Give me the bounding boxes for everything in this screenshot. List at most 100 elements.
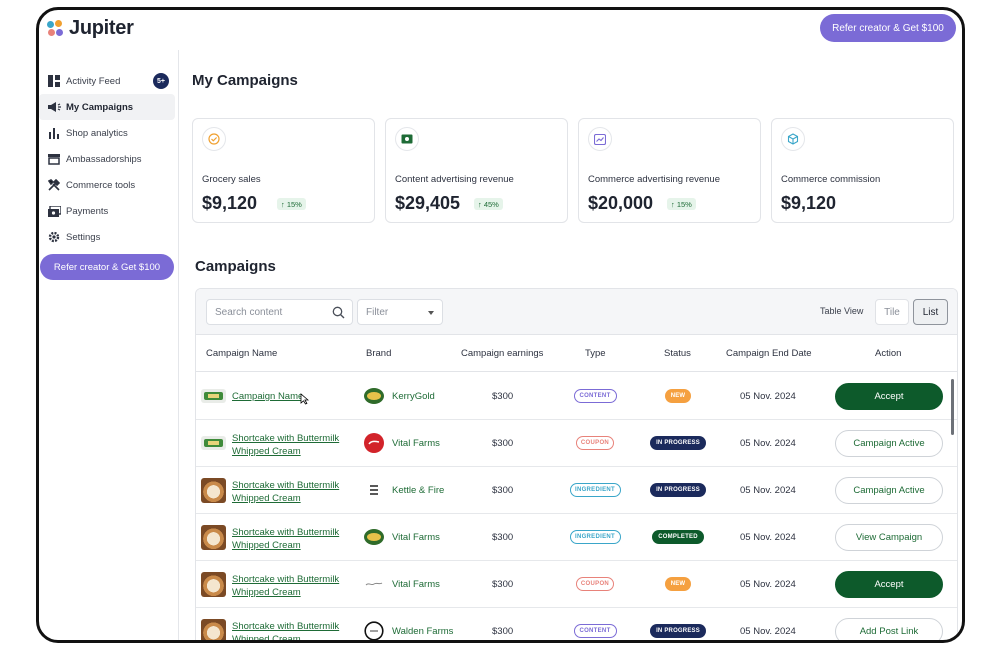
cash-icon: [395, 127, 419, 151]
kpi-label: Commerce advertising revenue: [588, 174, 721, 185]
campaign-thumbnail: [201, 436, 226, 450]
column-header[interactable]: Status: [664, 348, 691, 359]
table-row[interactable]: Shortcake with Buttermilk Whipped Cream V…: [196, 514, 957, 561]
sidebar-item-commerce-tools[interactable]: Commerce tools: [39, 172, 175, 198]
status-badge: NEW: [665, 389, 691, 403]
table-row[interactable]: Shortcake with Buttermilk Whipped Cream V…: [196, 561, 957, 608]
status-badge: IN PROGRESS: [650, 624, 706, 638]
campaign-end-date: 05 Nov. 2024: [740, 485, 796, 496]
campaign-action-button[interactable]: Accept: [835, 571, 943, 598]
status-badge: IN PROGRESS: [650, 483, 706, 497]
sidebar-item-label: Activity Feed: [66, 75, 121, 87]
campaign-earnings: $300: [492, 391, 514, 402]
sidebar-item-ambassadorships[interactable]: Ambassadorships: [39, 146, 175, 172]
payments-icon: [47, 204, 61, 218]
dashboard-icon: [47, 74, 61, 88]
kpi-label: Grocery sales: [202, 174, 261, 185]
brand-name: Kettle & Fire: [392, 485, 445, 496]
brand-name: Vital Farms: [392, 438, 440, 449]
kpi-value: $20,000: [588, 193, 654, 213]
campaign-thumbnail: [201, 572, 226, 597]
sidebar-item-activity-feed[interactable]: Activity Feed 5+: [39, 68, 175, 94]
kpi-delta-badge: ↑ 15%: [277, 198, 306, 210]
type-badge: COUPON: [576, 577, 614, 591]
campaign-thumbnail: [201, 619, 226, 640]
campaign-action-button[interactable]: Accept: [835, 383, 943, 410]
chevron-down-icon: [428, 311, 434, 315]
filter-label: Filter: [366, 306, 389, 318]
mouse-pointer-icon: [300, 393, 309, 405]
campaign-name-link[interactable]: Campaign Name: [232, 391, 304, 402]
status-badge: COMPLETED: [652, 530, 704, 544]
search-icon: [332, 306, 345, 319]
campaign-end-date: 05 Nov. 2024: [740, 532, 796, 543]
trend-chart-icon: [588, 127, 612, 151]
filter-dropdown[interactable]: Filter: [357, 299, 443, 325]
brand-name: Vital Farms: [392, 579, 440, 590]
tile-view-toggle[interactable]: Tile: [875, 299, 909, 325]
table-row[interactable]: Shortcake with Buttermilk Whipped Cream W…: [196, 608, 957, 643]
sidebar-item-label: Commerce tools: [66, 179, 136, 191]
column-header[interactable]: Brand: [366, 348, 392, 359]
sidebar-item-payments[interactable]: Payments: [39, 198, 175, 224]
column-header[interactable]: Campaign Name: [206, 348, 278, 359]
search-input[interactable]: Search content: [206, 299, 353, 325]
kpi-card-content-advertising: Content advertising revenue $29,405 ↑ 45…: [385, 118, 568, 223]
status-badge: IN PROGRESS: [650, 436, 706, 450]
campaign-earnings: $300: [492, 485, 514, 496]
app-name: Jupiter: [69, 17, 134, 39]
view-mode-label: Table View: [820, 306, 864, 316]
table-row[interactable]: Shortcake with Buttermilk Whipped Cream K…: [196, 467, 957, 514]
sidebar-item-shop-analytics[interactable]: Shop analytics: [39, 120, 175, 146]
campaign-earnings: $300: [492, 438, 514, 449]
tools-icon: [47, 178, 61, 192]
sidebar-item-settings[interactable]: Settings: [39, 224, 175, 250]
sidebar-item-my-campaigns[interactable]: My Campaigns: [39, 94, 175, 120]
brand-logo-icon: [364, 386, 384, 406]
campaign-action-button[interactable]: Add Post Link: [835, 618, 943, 640]
kpi-card-grocery-sales: Grocery sales $9,120 ↑ 15%: [192, 118, 375, 223]
page-title: My Campaigns: [192, 72, 298, 89]
campaign-action-button[interactable]: View Campaign: [835, 524, 943, 551]
column-header[interactable]: Campaign earnings: [461, 348, 544, 359]
list-view-toggle[interactable]: List: [913, 299, 948, 325]
column-header[interactable]: Campaign End Date: [726, 348, 812, 359]
bar-chart-icon: [47, 126, 61, 140]
sidebar-item-label: Ambassadorships: [66, 153, 142, 165]
campaign-thumbnail: [201, 525, 226, 550]
kpi-delta-badge: ↑ 15%: [667, 198, 696, 210]
app-logo[interactable]: Jupiter: [47, 17, 134, 40]
brand-logo-icon: [364, 621, 384, 640]
kpi-value: $9,120: [781, 193, 837, 213]
campaign-name-link[interactable]: Shortcake with Buttermilk Whipped Cream: [232, 527, 340, 551]
campaign-name-link[interactable]: Shortcake with Buttermilk Whipped Cream: [232, 621, 340, 643]
campaign-name-link[interactable]: Shortcake with Buttermilk Whipped Cream: [232, 433, 340, 457]
column-header[interactable]: Type: [585, 348, 606, 359]
campaign-name-link[interactable]: Shortcake with Buttermilk Whipped Cream: [232, 574, 340, 598]
kpi-value: $29,405: [395, 193, 461, 213]
vertical-scrollbar[interactable]: [951, 379, 954, 435]
table-row[interactable]: Campaign Name KerryGold $300 CONTENT NEW 05 N…: [196, 373, 957, 420]
column-header[interactable]: Action: [875, 348, 902, 359]
brand-logo-icon: [364, 527, 384, 547]
kpi-label: Commerce commission: [781, 174, 881, 185]
megaphone-icon: [47, 100, 61, 114]
search-placeholder: Search content: [215, 306, 283, 318]
campaign-action-button[interactable]: Campaign Active: [835, 430, 943, 457]
brand-name: Walden Farms: [392, 626, 454, 637]
sidebar-item-label: Payments: [66, 205, 109, 217]
campaign-thumbnail: [201, 478, 226, 503]
campaign-action-button[interactable]: Campaign Active: [835, 477, 943, 504]
top-bar: Jupiter Refer creator & Get $100: [39, 10, 962, 50]
campaigns-table: Search content Filter Table View Tile Li…: [195, 288, 958, 643]
refer-creator-button[interactable]: Refer creator & Get $100: [820, 14, 956, 42]
campaign-name-link[interactable]: Shortcake with Buttermilk Whipped Cream: [232, 480, 340, 504]
brand-logo-icon: [364, 433, 384, 453]
sidebar-item-label: My Campaigns: [66, 101, 134, 113]
sidebar-refer-creator-button[interactable]: Refer creator & Get $100: [40, 254, 174, 280]
table-row[interactable]: Shortcake with Buttermilk Whipped Cream V…: [196, 420, 957, 467]
campaign-earnings: $300: [492, 626, 514, 637]
kpi-value: $9,120: [202, 193, 258, 213]
campaign-end-date: 05 Nov. 2024: [740, 438, 796, 449]
campaign-end-date: 05 Nov. 2024: [740, 579, 796, 590]
